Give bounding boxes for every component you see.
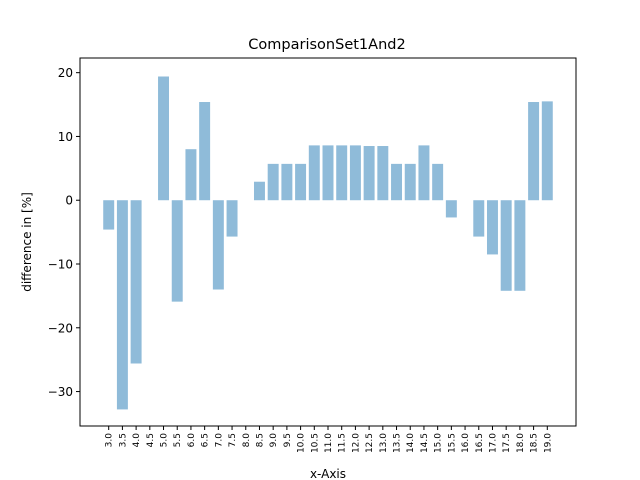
- x-tick-label: 11.5: [338, 433, 348, 453]
- bar-6.0: [185, 149, 197, 201]
- x-tick-label: 3.0: [105, 433, 115, 448]
- bar-9.0: [267, 163, 279, 201]
- x-tick-label: 19.0: [543, 433, 553, 453]
- bars-group: [103, 76, 553, 410]
- x-tick-label: 13.0: [379, 433, 389, 453]
- bar-17.5: [500, 200, 512, 291]
- x-tick-label: 14.0: [406, 433, 416, 453]
- y-axis: −30 −20 −10 0 10 20: [48, 66, 80, 399]
- x-tick-label: 8.5: [255, 433, 265, 447]
- x-tick-label: 17.0: [488, 433, 498, 453]
- y-tick-label: 10: [58, 130, 73, 144]
- x-tick-label: 18.0: [516, 433, 526, 453]
- bar-14.5: [418, 145, 430, 201]
- bar-19.0: [541, 101, 553, 201]
- x-tick-label: 12.5: [365, 433, 375, 453]
- bar-6.5: [199, 102, 211, 201]
- bar-14.0: [404, 163, 416, 201]
- bar-16.5: [473, 200, 485, 237]
- bar-3.0: [103, 200, 115, 230]
- x-tick-label: 18.5: [530, 433, 540, 453]
- bar-9.5: [281, 163, 293, 201]
- x-tick-label: 10.5: [310, 433, 320, 453]
- x-tick-label: 9.0: [269, 433, 279, 448]
- x-tick-label: 7.0: [214, 433, 224, 448]
- x-tick-label: 16.0: [461, 433, 471, 453]
- bar-11.0: [322, 145, 334, 201]
- x-tick-label: 7.5: [228, 433, 238, 447]
- x-tick-label: 6.0: [187, 433, 197, 448]
- bar-3.5: [116, 200, 128, 410]
- bar-5.0: [158, 76, 169, 201]
- bar-18.0: [514, 200, 526, 291]
- bar-5.5: [171, 200, 183, 302]
- x-tick-label: 6.5: [201, 433, 211, 447]
- bar-4.0: [130, 200, 142, 364]
- y-tick-label: 0: [65, 194, 73, 208]
- y-tick-label: −20: [48, 321, 73, 335]
- x-tick-label: 8.0: [242, 433, 252, 448]
- bar-10.0: [295, 163, 307, 201]
- x-tick-label: 3.5: [118, 433, 128, 447]
- y-axis-label: difference in [%]: [20, 192, 34, 292]
- bar-7.0: [212, 200, 224, 290]
- y-tick-label: −30: [48, 385, 73, 399]
- x-tick-label: 15.5: [447, 433, 457, 453]
- x-tick-label: 14.5: [420, 433, 430, 453]
- x-tick-label: 13.5: [393, 433, 403, 453]
- bar-12.0: [349, 145, 361, 201]
- y-tick-label: −10: [48, 258, 73, 272]
- bar-7.5: [226, 200, 238, 237]
- chart-title: ComparisonSet1And2: [248, 37, 405, 53]
- bar-10.5: [308, 145, 320, 201]
- x-tick-label: 15.0: [434, 433, 444, 453]
- bar-15.0: [432, 163, 444, 201]
- x-tick-label: 5.5: [173, 433, 183, 447]
- bar-11.5: [336, 145, 348, 201]
- x-tick-label: 12.0: [351, 433, 361, 453]
- x-tick-label: 10.0: [297, 433, 307, 453]
- y-tick-label: 20: [58, 66, 73, 80]
- bar-17.0: [486, 200, 498, 255]
- x-tick-label: 11.0: [324, 433, 334, 453]
- bar-13.0: [377, 146, 389, 201]
- bar-18.5: [528, 102, 540, 201]
- bar-8.5: [253, 181, 265, 201]
- bar-15.5: [445, 200, 457, 218]
- x-tick-label: 5.0: [160, 433, 170, 448]
- bar-12.5: [363, 146, 375, 201]
- x-axis: 3.0 3.5 4.0 4.5 5.0 5.5 6.0 6.5 7.0 7.5 8.0 8.5 9.0 9…: [105, 426, 553, 453]
- x-axis-label: x-Axis: [310, 467, 346, 480]
- x-tick-label: 9.5: [283, 433, 293, 447]
- x-tick-label: 4.0: [132, 433, 142, 448]
- bar-13.5: [391, 163, 403, 201]
- x-tick-label: 17.5: [502, 433, 512, 453]
- x-tick-label: 16.5: [475, 433, 485, 453]
- x-tick-label: 4.5: [146, 433, 156, 447]
